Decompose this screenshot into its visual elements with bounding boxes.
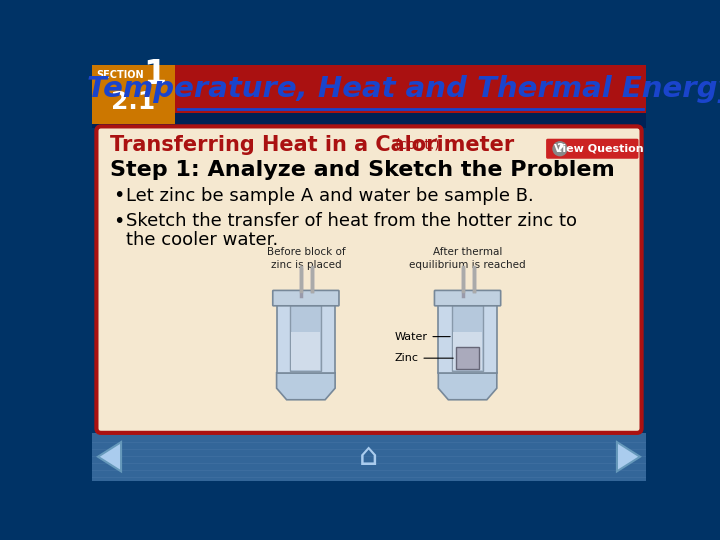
Text: Water: Water [395,332,450,342]
Polygon shape [617,442,640,471]
Text: (cont.): (cont.) [395,138,440,152]
Text: Before block of
zinc is placed: Before block of zinc is placed [266,247,345,271]
Text: ?: ? [557,142,564,155]
FancyBboxPatch shape [92,433,647,481]
FancyBboxPatch shape [291,332,320,370]
Text: •: • [113,212,125,231]
Text: the cooler water.: the cooler water. [126,231,278,249]
FancyBboxPatch shape [452,305,483,372]
Text: Let zinc be sample A and water be sample B.: Let zinc be sample A and water be sample… [126,187,534,205]
FancyBboxPatch shape [453,332,482,370]
FancyBboxPatch shape [456,347,479,369]
Text: Temperature, Heat and Thermal Energy: Temperature, Heat and Thermal Energy [86,75,720,103]
FancyBboxPatch shape [276,303,335,373]
Polygon shape [438,373,497,400]
Text: 2.1: 2.1 [112,90,156,114]
Text: SECTION: SECTION [96,70,144,80]
Polygon shape [98,442,121,471]
Text: View Question: View Question [554,144,643,154]
Circle shape [553,142,567,156]
FancyBboxPatch shape [273,291,339,306]
Text: •: • [113,186,125,205]
Text: Zinc: Zinc [395,353,453,363]
FancyBboxPatch shape [434,291,500,306]
FancyBboxPatch shape [175,65,647,112]
Text: After thermal
equilibrium is reached: After thermal equilibrium is reached [409,247,526,271]
Text: Step 1: Analyze and Sketch the Problem: Step 1: Analyze and Sketch the Problem [110,160,615,180]
FancyBboxPatch shape [290,305,321,372]
FancyBboxPatch shape [92,65,647,112]
FancyBboxPatch shape [96,126,642,433]
FancyBboxPatch shape [92,65,175,124]
Text: ⌂: ⌂ [359,442,379,471]
FancyBboxPatch shape [92,112,647,128]
Text: Transferring Heat in a Calorimeter: Transferring Heat in a Calorimeter [110,135,515,155]
Polygon shape [276,373,335,400]
FancyBboxPatch shape [438,303,497,373]
Text: Sketch the transfer of heat from the hotter zinc to: Sketch the transfer of heat from the hot… [126,212,577,230]
Text: 1: 1 [143,58,166,91]
FancyBboxPatch shape [546,139,639,159]
